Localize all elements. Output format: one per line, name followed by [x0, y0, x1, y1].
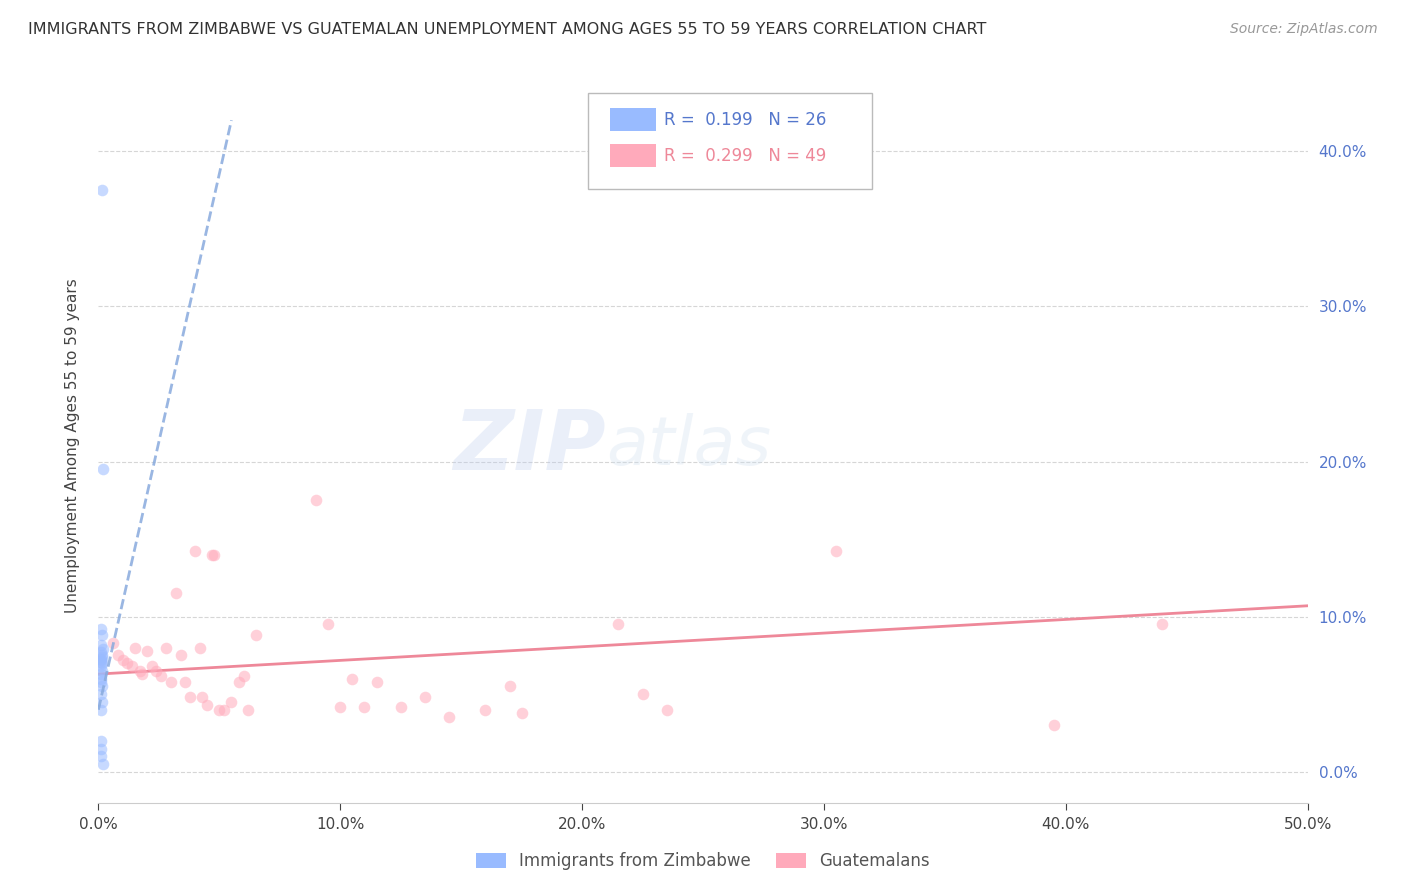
Point [90, 651, 112, 665]
Text: R =  0.199   N = 26: R = 0.199 N = 26 [664, 111, 827, 128]
Point [91, 680, 114, 694]
Point [825, 544, 848, 558]
Point [191, 690, 214, 705]
Point [91, 642, 114, 657]
Point [131, 667, 153, 681]
Point [174, 674, 197, 689]
Point [474, 703, 496, 717]
Text: IMMIGRANTS FROM ZIMBABWE VS GUATEMALAN UNEMPLOYMENT AMONG AGES 55 TO 59 YEARS CO: IMMIGRANTS FROM ZIMBABWE VS GUATEMALAN U… [28, 22, 987, 37]
Point [121, 659, 143, 673]
Point [245, 628, 267, 642]
Point [91, 757, 114, 772]
Point [117, 656, 139, 670]
Point [1042, 718, 1064, 732]
FancyBboxPatch shape [588, 93, 872, 189]
Legend: Immigrants from Zimbabwe, Guatemalans: Immigrants from Zimbabwe, Guatemalans [470, 846, 936, 877]
Text: atlas: atlas [606, 413, 772, 479]
Point [90, 638, 112, 652]
Point [90, 648, 112, 663]
Point [208, 703, 231, 717]
Point [155, 640, 177, 655]
Point [135, 644, 157, 658]
Point [150, 668, 173, 682]
Point [90, 687, 112, 701]
Text: Source: ZipAtlas.com: Source: ZipAtlas.com [1230, 22, 1378, 37]
Point [90, 703, 112, 717]
Point [366, 674, 388, 689]
Point [90, 659, 112, 673]
Point [90, 695, 112, 709]
Point [631, 687, 654, 701]
Point [221, 695, 243, 709]
Point [90, 733, 112, 747]
FancyBboxPatch shape [610, 108, 655, 131]
Point [413, 690, 436, 705]
Point [124, 640, 146, 655]
Point [179, 690, 201, 705]
Point [90, 674, 112, 689]
Point [655, 703, 678, 717]
Point [141, 659, 163, 673]
Point [342, 672, 364, 686]
Point [498, 680, 520, 694]
Point [238, 703, 260, 717]
Point [607, 617, 630, 632]
Point [90, 667, 112, 681]
Text: R =  0.299   N = 49: R = 0.299 N = 49 [664, 146, 827, 165]
Point [169, 648, 191, 663]
Point [228, 674, 250, 689]
Point [305, 493, 328, 508]
Point [329, 699, 352, 714]
Point [1152, 617, 1174, 632]
Point [204, 548, 226, 562]
Point [128, 664, 150, 678]
Point [195, 698, 218, 712]
Point [91, 462, 114, 476]
Point [232, 668, 254, 682]
Point [90, 655, 112, 669]
Point [101, 636, 124, 650]
Text: ZIP: ZIP [454, 406, 606, 486]
Point [90, 741, 112, 756]
Y-axis label: Unemployment Among Ages 55 to 59 years: Unemployment Among Ages 55 to 59 years [65, 278, 80, 614]
Point [212, 703, 235, 717]
Point [353, 699, 375, 714]
Point [90, 622, 112, 636]
Point [316, 617, 339, 632]
Point [184, 544, 207, 558]
Point [111, 653, 134, 667]
Point [107, 648, 129, 663]
Point [91, 628, 114, 642]
Point [91, 650, 114, 665]
Point [201, 548, 224, 562]
Point [90, 645, 112, 659]
Point [389, 699, 412, 714]
Point [437, 710, 460, 724]
FancyBboxPatch shape [610, 145, 655, 167]
Point [160, 674, 183, 689]
Point [90, 653, 112, 667]
Point [90, 672, 112, 686]
Point [90, 664, 112, 678]
Point [188, 640, 211, 655]
Point [145, 664, 167, 678]
Point [90, 749, 112, 764]
Point [91, 183, 114, 197]
Point [165, 586, 187, 600]
Point [90, 656, 112, 670]
Point [510, 706, 533, 720]
